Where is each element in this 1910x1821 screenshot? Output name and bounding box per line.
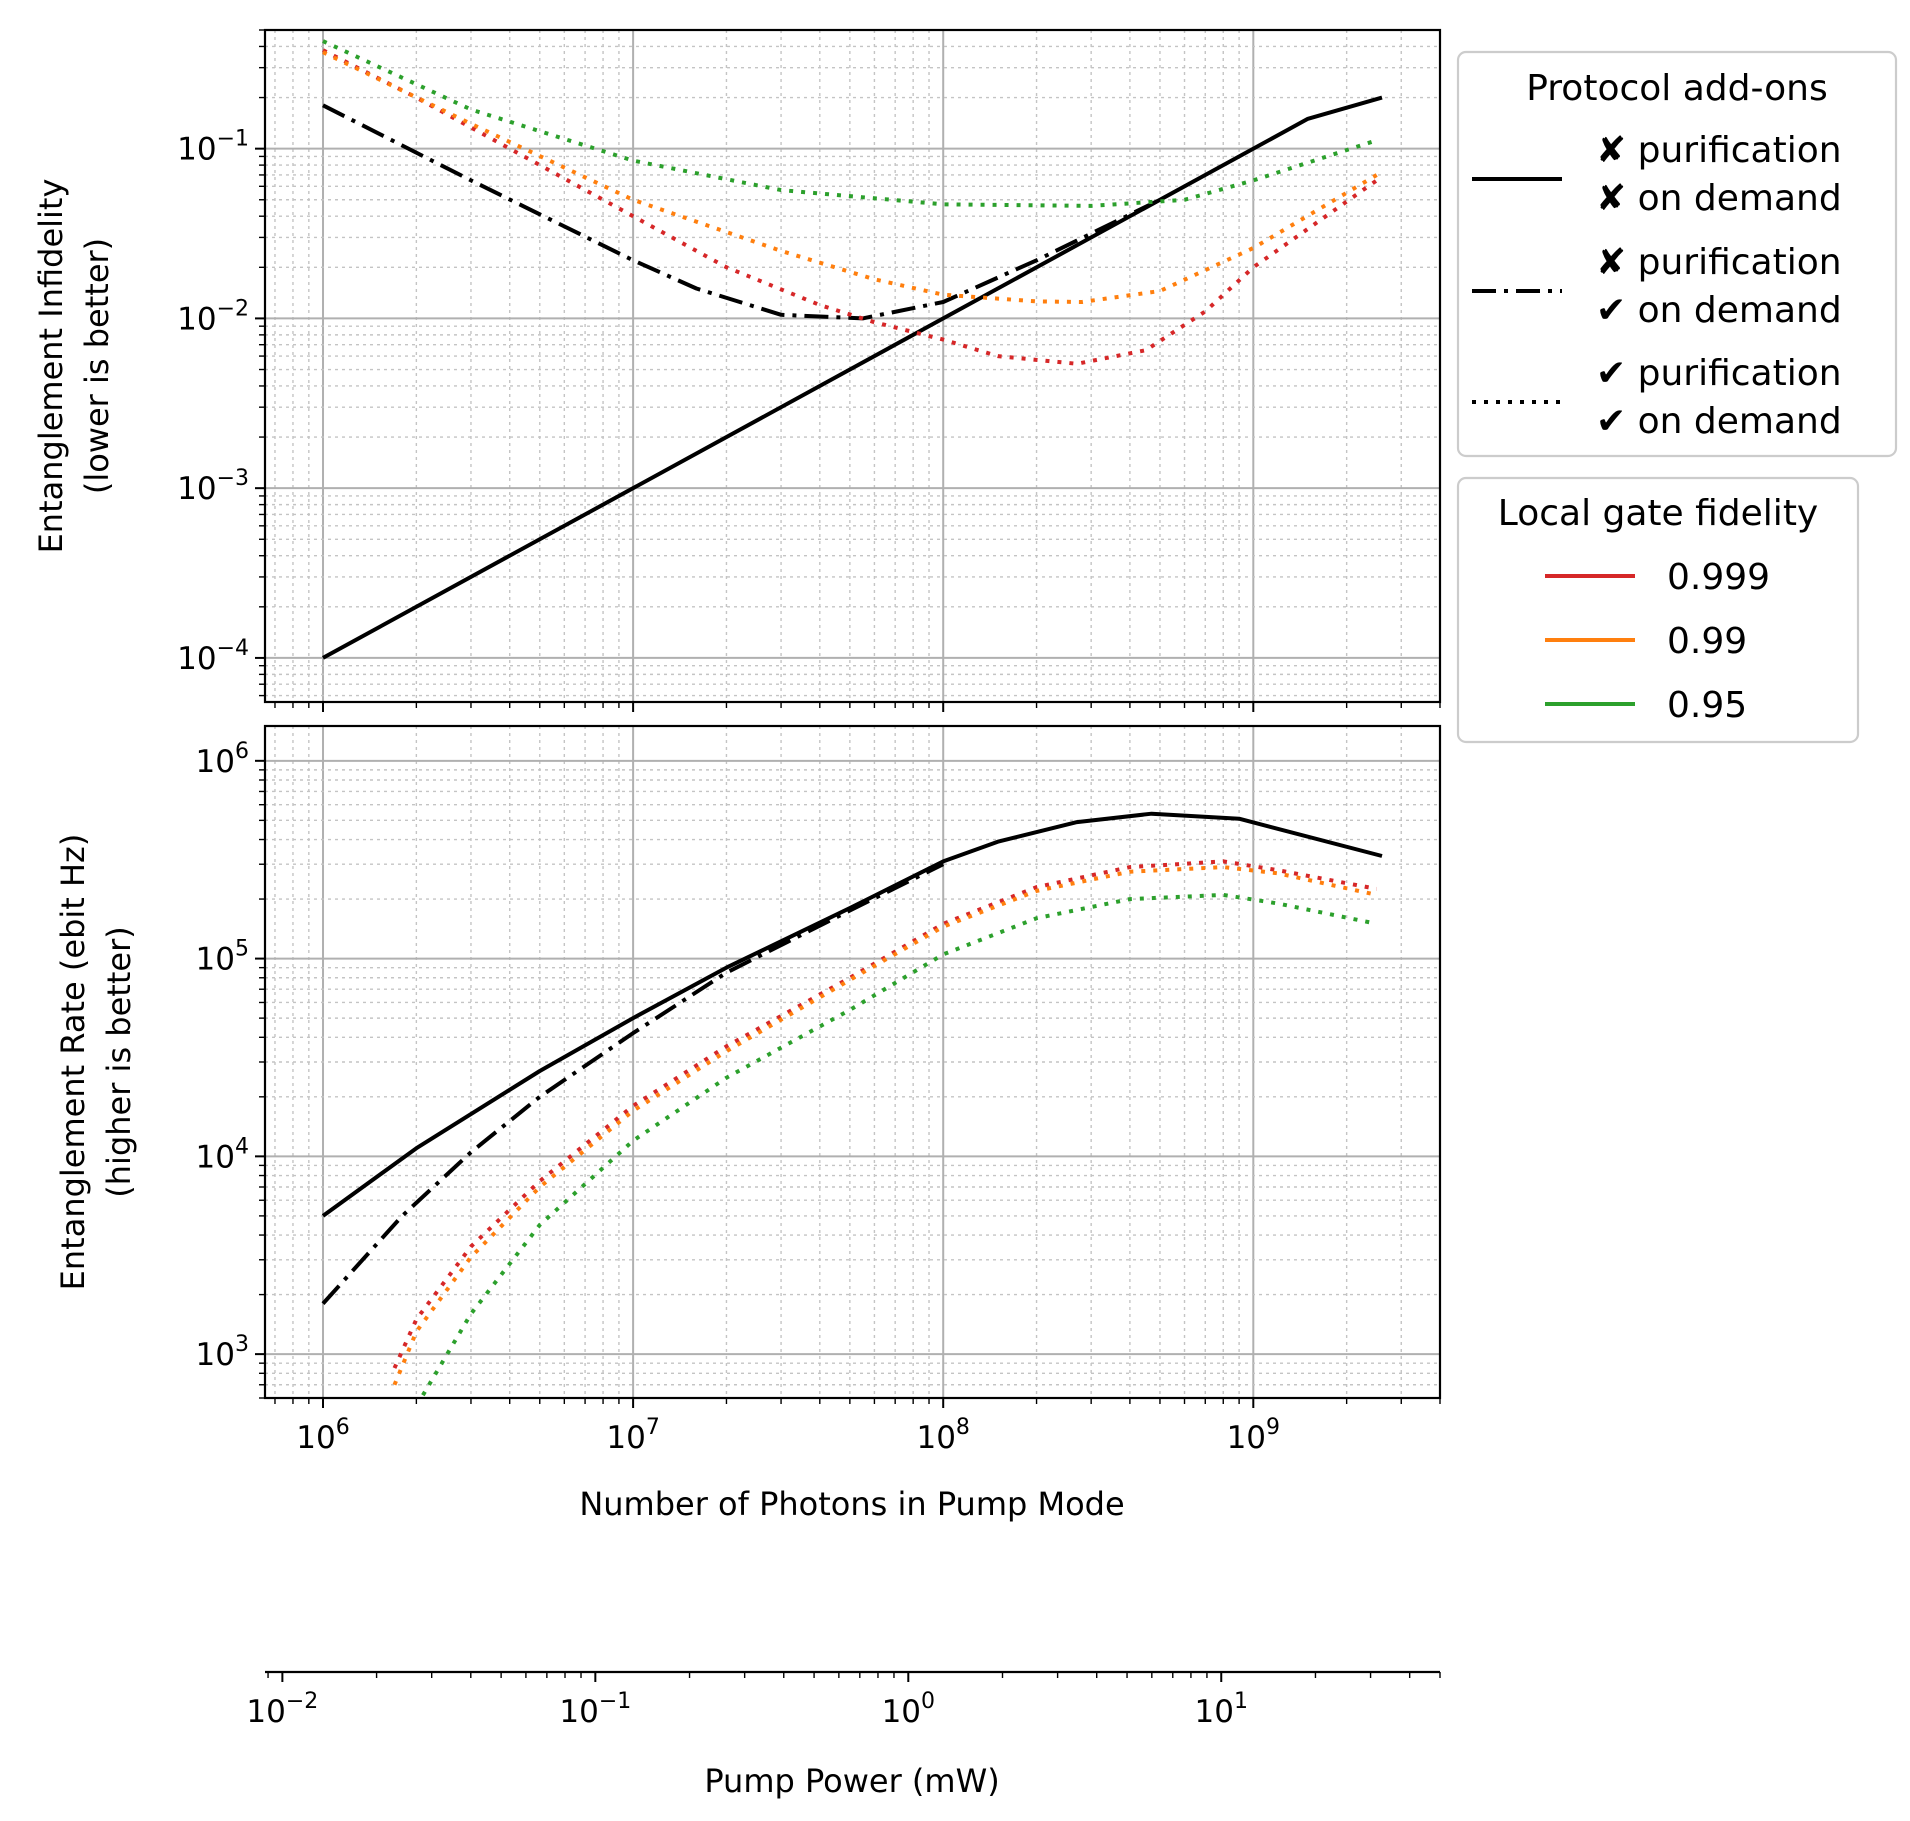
rate-y-tick-label: 106 — [196, 739, 249, 780]
rate-ylabel: Entanglement Rate (ebit Hz) — [54, 834, 92, 1291]
legend-protocol-entry-1-line-2: ✘ on demand — [1596, 178, 1842, 219]
legend-protocol-frame — [1456, 50, 1898, 458]
rate-y-tick-label: 103 — [196, 1332, 249, 1373]
infidelity-y-tick-label: 10−1 — [177, 127, 249, 168]
infidelity-series-dotted-0999 — [322, 48, 1378, 366]
infidelity-y-tick-label: 10−3 — [177, 466, 249, 507]
infidelity-series-solid — [322, 95, 1383, 660]
infidelity-series — [322, 39, 1383, 660]
infidelity-y-tick-label: 10−2 — [177, 296, 249, 337]
rate-series-dotted-095 — [421, 892, 1378, 1397]
rate-y-tick-label: 105 — [196, 937, 249, 978]
photons-x-tick-label: 107 — [606, 1415, 659, 1456]
pump-power-xlabel: Pump Power (mW) — [704, 1762, 999, 1800]
infidelity-series-dashdot — [322, 103, 1161, 321]
legend-protocol: Protocol add-ons ✘ purification ✘ on dem… — [1456, 50, 1898, 458]
legend-fidelity-label-099: 0.99 — [1667, 621, 1747, 662]
rate-panel: 106 107 108 109 106 105 104 103 Entanglement Ra… — [54, 724, 1442, 1523]
pump-power-axis: 10−2 10−1 100 101 Pump Power (mW) — [246, 1670, 1441, 1800]
legend-protocol-entry-3-line-1: ✔ purification — [1596, 353, 1842, 394]
power-x-tick-label: 10−1 — [559, 1689, 631, 1730]
rate-series-dotted-099 — [392, 865, 1378, 1386]
rate-ticks: 106 107 108 109 106 105 104 103 — [196, 739, 1441, 1456]
rate-series — [321, 811, 1383, 1397]
rate-y-tick-label: 104 — [196, 1134, 249, 1175]
infidelity-grid — [265, 29, 1441, 702]
power-x-tick-label: 101 — [1195, 1689, 1248, 1730]
power-x-tick-label: 10−2 — [246, 1689, 318, 1730]
legend-protocol-title: Protocol add-ons — [1526, 68, 1828, 109]
legend-protocol-entry-3-line-2: ✔ on demand — [1596, 401, 1842, 442]
legend-protocol-entry-2-line-2: ✔ on demand — [1596, 290, 1842, 331]
rate-series-solid — [321, 811, 1383, 1218]
photons-x-tick-label: 106 — [296, 1415, 349, 1456]
legend-fidelity-label-095: 0.95 — [1667, 685, 1747, 726]
legend-fidelity: Local gate fidelity 0.999 0.99 0.95 — [1456, 476, 1860, 744]
legend-fidelity-frame — [1456, 476, 1860, 744]
rate-series-dashdot — [321, 862, 945, 1305]
rate-ylabel-sub: (higher is better) — [100, 926, 138, 1197]
photons-xlabel: Number of Photons in Pump Mode — [579, 1485, 1124, 1523]
power-x-tick-label: 100 — [882, 1689, 935, 1730]
legend-fidelity-label-0999: 0.999 — [1667, 557, 1770, 598]
infidelity-ylabel: Entanglement Infidelity — [32, 179, 70, 554]
rate-series-dotted-0999 — [392, 859, 1378, 1369]
infidelity-panel: 10−1 10−2 10−3 10−4 Entanglement Infidelity… — [32, 28, 1442, 712]
pump-power-ticks: 10−2 10−1 100 101 — [246, 1672, 1441, 1730]
infidelity-frame — [263, 28, 1442, 704]
infidelity-ticks: 10−1 10−2 10−3 10−4 — [177, 29, 1441, 712]
legend-fidelity-title: Local gate fidelity — [1498, 493, 1818, 534]
infidelity-series-dotted-095 — [322, 39, 1378, 208]
infidelity-y-tick-label: 10−4 — [177, 636, 249, 677]
infidelity-ylabel-sub: (lower is better) — [78, 238, 116, 494]
photons-x-tick-label: 109 — [1227, 1415, 1280, 1456]
legend-protocol-entry-2-line-1: ✘ purification — [1596, 242, 1842, 283]
legend-protocol-entry-1-line-1: ✘ purification — [1596, 130, 1842, 171]
photons-x-tick-label: 108 — [916, 1415, 969, 1456]
